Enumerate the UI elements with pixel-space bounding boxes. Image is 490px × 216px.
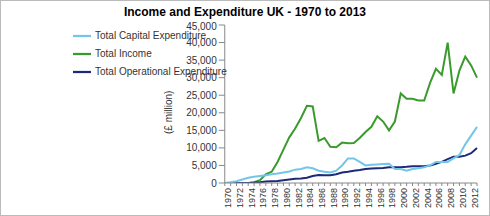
- svg-text:0: 0: [211, 178, 217, 189]
- svg-text:15,000: 15,000: [186, 125, 217, 136]
- svg-text:1970: 1970: [223, 188, 233, 208]
- svg-text:45,000: 45,000: [186, 21, 217, 32]
- svg-text:35,000: 35,000: [186, 55, 217, 66]
- svg-text:30,000: 30,000: [186, 72, 217, 83]
- svg-text:2004: 2004: [423, 188, 433, 208]
- svg-text:(£ million): (£ million): [163, 91, 174, 134]
- svg-text:2008: 2008: [446, 188, 456, 208]
- svg-text:1990: 1990: [340, 188, 350, 208]
- svg-text:1980: 1980: [282, 188, 292, 208]
- svg-text:1982: 1982: [294, 188, 304, 208]
- svg-text:1992: 1992: [352, 188, 362, 208]
- svg-text:20,000: 20,000: [186, 107, 217, 118]
- svg-text:10,000: 10,000: [186, 142, 217, 153]
- svg-text:2006: 2006: [434, 188, 444, 208]
- svg-text:1978: 1978: [270, 188, 280, 208]
- svg-text:2010: 2010: [458, 188, 468, 208]
- svg-text:40,000: 40,000: [186, 37, 217, 48]
- svg-text:1996: 1996: [376, 188, 386, 208]
- svg-text:1988: 1988: [329, 188, 339, 208]
- svg-text:1972: 1972: [235, 188, 245, 208]
- svg-text:5,000: 5,000: [192, 160, 217, 171]
- svg-text:25,000: 25,000: [186, 90, 217, 101]
- svg-text:2000: 2000: [399, 188, 409, 208]
- svg-text:2002: 2002: [411, 188, 421, 208]
- svg-text:1974: 1974: [247, 188, 257, 208]
- svg-text:1986: 1986: [317, 188, 327, 208]
- svg-text:1984: 1984: [305, 188, 315, 208]
- svg-text:1994: 1994: [364, 188, 374, 208]
- svg-text:2012: 2012: [470, 188, 480, 208]
- svg-text:1998: 1998: [387, 188, 397, 208]
- svg-text:1976: 1976: [258, 188, 268, 208]
